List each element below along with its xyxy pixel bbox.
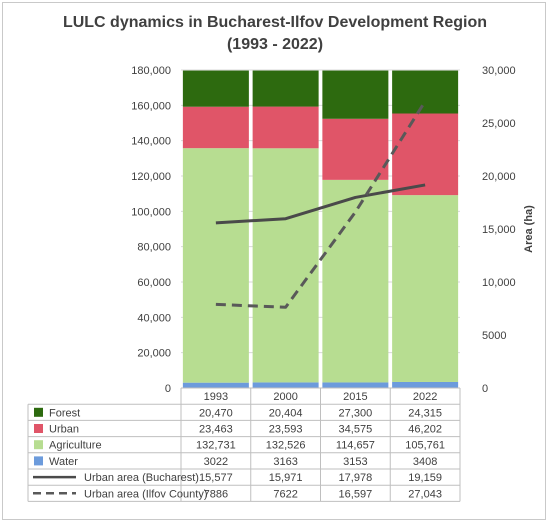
- bar-urban: [182, 106, 249, 149]
- y-right-axis-label: Area (ha): [523, 205, 535, 253]
- table-cell: 3408: [413, 456, 437, 468]
- bar-urban: [392, 113, 459, 196]
- bar-agriculture: [392, 195, 459, 382]
- table-cell: 46,202: [408, 424, 442, 436]
- y-left-tick-label: 120,000: [131, 171, 171, 183]
- right-axis: 0 5000 10,000 15,000 20,000 25,000 30,000 Area …: [482, 65, 535, 395]
- y-left-tick-label: 0: [165, 383, 171, 395]
- y-right-tick-label: 5000: [482, 330, 506, 342]
- bar-water: [322, 382, 389, 388]
- table-cell: 20,404: [269, 407, 303, 419]
- table-cell: 24,315: [408, 407, 442, 419]
- y-right-tick-label: 30,000: [482, 65, 516, 77]
- table-cell: 105,761: [405, 440, 445, 452]
- chart-subtitle: (1993 - 2022): [226, 36, 324, 53]
- table-cell: 3163: [273, 456, 297, 468]
- y-left-tick-label: 100,000: [131, 206, 171, 218]
- line-urban-area-bucharest-: [215, 183, 426, 225]
- y-left-tick-label: 160,000: [131, 100, 171, 112]
- bar-water: [252, 382, 319, 388]
- table-cell: 27,300: [339, 407, 373, 419]
- legend-swatch: [34, 424, 43, 433]
- table-row-label: Forest: [49, 407, 80, 419]
- data-table: 1993 2000 2015 2022 Forest 20,470 20,404 27,300…: [27, 387, 461, 502]
- y-right-tick-label: 20,000: [482, 171, 516, 183]
- bar-urban: [252, 106, 319, 149]
- bar-agriculture: [322, 179, 389, 383]
- table-row-label: Urban area (Bucharest): [84, 472, 199, 484]
- table-header-year: 2015: [343, 391, 367, 403]
- stacked-bars: [181, 70, 460, 389]
- table-header-year: 2022: [413, 391, 437, 403]
- y-left-tick-label: 40,000: [137, 312, 171, 324]
- table-cell: 114,657: [336, 440, 375, 452]
- left-axis: 0 20,000 40,000 60,000 80,000 100,000 120,000 1…: [131, 65, 171, 395]
- legend-swatch: [34, 407, 43, 417]
- table-cell: 15,577: [199, 472, 233, 484]
- table-header-year: 2000: [273, 391, 297, 403]
- y-left-tick-label: 60,000: [137, 277, 171, 289]
- chart-title-block: LULC dynamics in Bucharest-Ilfov Develop…: [0, 12, 550, 56]
- y-right-tick-label: 15,000: [482, 224, 516, 236]
- table-row-label: Urban: [49, 424, 79, 436]
- y-left-tick-label: 20,000: [137, 348, 171, 360]
- line-urban-area-ilfov-county-: [215, 100, 427, 309]
- table-cell: 23,463: [199, 424, 233, 436]
- table-cell: 3022: [204, 456, 228, 468]
- table-row-label: Agriculture: [49, 440, 102, 452]
- bar-forest: [322, 70, 389, 119]
- bar-forest: [182, 70, 249, 107]
- table-cell: 27,043: [408, 488, 442, 500]
- table-cell: 7622: [273, 488, 297, 500]
- line-series: [215, 100, 427, 309]
- table-cell: 17,978: [339, 472, 373, 484]
- y-right-tick-label: 0: [482, 383, 488, 395]
- legend-swatch: [34, 440, 43, 450]
- table-row-label: Urban area (Ilfov County): [84, 488, 208, 500]
- table-cell: 34,575: [339, 424, 373, 436]
- bar-agriculture: [252, 148, 319, 383]
- y-right-tick-label: 10,000: [482, 277, 516, 289]
- table-row-label: Water: [49, 456, 78, 468]
- table-cell: 132,526: [266, 440, 306, 452]
- legend-swatch: [34, 456, 43, 466]
- bar-water: [182, 382, 249, 388]
- table-cell: 23,593: [269, 424, 303, 436]
- bar-forest: [392, 70, 459, 114]
- table-cell: 3153: [343, 456, 367, 468]
- table-cell: 19,159: [408, 472, 442, 484]
- table-header-year: 1993: [204, 391, 228, 403]
- table-cell: 15,971: [269, 472, 303, 484]
- bar-urban: [322, 118, 389, 180]
- bar-forest: [252, 70, 319, 107]
- table-cell: 20,470: [199, 407, 233, 419]
- bar-water: [392, 381, 459, 388]
- chart-title: LULC dynamics in Bucharest-Ilfov Develop…: [62, 14, 488, 31]
- table-cell: 16,597: [339, 488, 373, 500]
- table-cell: 132,731: [196, 440, 236, 452]
- y-right-tick-label: 25,000: [482, 118, 516, 130]
- table-cell: 7886: [204, 488, 228, 500]
- y-left-tick-label: 180,000: [131, 65, 171, 77]
- y-left-tick-label: 140,000: [131, 136, 171, 148]
- y-left-tick-label: 80,000: [137, 242, 171, 254]
- bar-agriculture: [182, 148, 249, 383]
